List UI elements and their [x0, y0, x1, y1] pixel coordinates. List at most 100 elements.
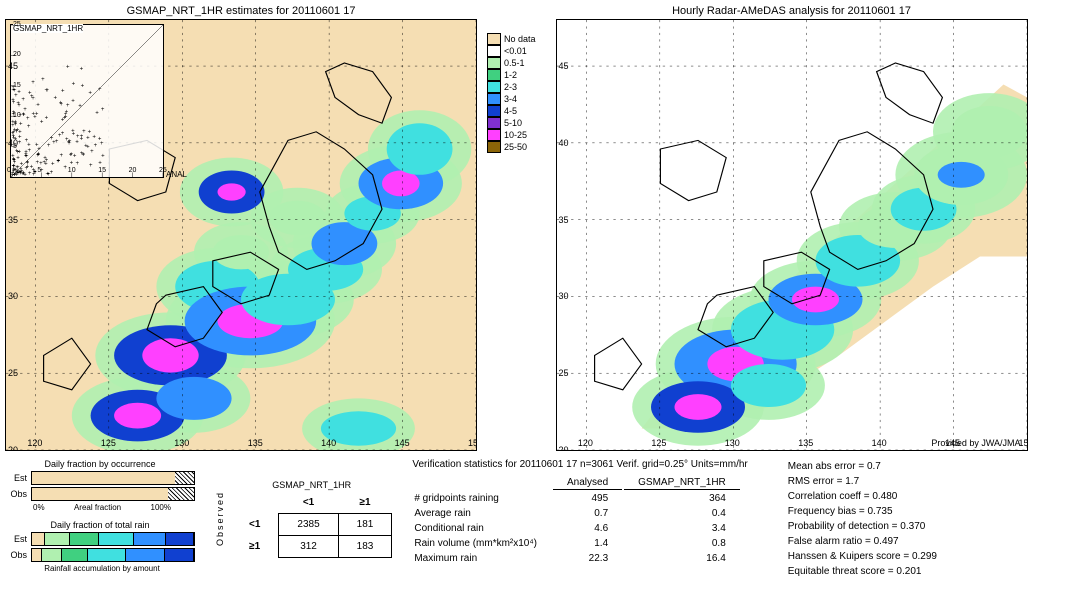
- inset-xtick: 5: [37, 167, 41, 174]
- svg-text:+: +: [45, 87, 49, 94]
- ct-c22: 183: [338, 536, 392, 558]
- svg-text:+: +: [80, 135, 84, 142]
- ytick-label: 45: [559, 61, 569, 71]
- occ-obs-label: Obs: [5, 489, 27, 499]
- xtick-label: 120: [27, 438, 42, 448]
- svg-text:+: +: [95, 109, 99, 116]
- rain-seg: [45, 533, 69, 545]
- legend-row: 0.5-1: [487, 57, 536, 69]
- legend-row: <0.01: [487, 45, 536, 57]
- inset-ytick: 15: [13, 82, 21, 89]
- svg-text:+: +: [12, 155, 16, 162]
- stat-a: 22.3: [553, 552, 622, 565]
- rain-est-bar: [31, 532, 195, 546]
- legend-label: 2-3: [504, 82, 517, 93]
- ytick-label: 25: [559, 368, 569, 378]
- svg-text:+: +: [69, 151, 73, 158]
- stat-label: Average rain: [414, 507, 551, 520]
- rain-est-label: Est: [5, 534, 27, 544]
- svg-text:+: +: [101, 106, 105, 113]
- svg-text:+: +: [88, 129, 92, 136]
- rain-obs-bar: [31, 548, 195, 562]
- svg-text:+: +: [76, 160, 80, 167]
- color-legend: No data<0.010.5-11-22-33-44-55-1010-2525…: [487, 33, 536, 451]
- occurrence-block: Daily fraction by occurrence Est Obs 0% …: [5, 459, 195, 512]
- ct-col2: ≥1: [338, 492, 392, 514]
- ct-c21: 312: [279, 536, 338, 558]
- svg-text:+: +: [56, 158, 60, 165]
- metric-row: Mean abs error = 0.7: [788, 459, 937, 474]
- right-map-svg: [557, 20, 1027, 450]
- xtick-label: 145: [945, 438, 960, 448]
- svg-text:+: +: [31, 79, 35, 86]
- legend-swatch: [487, 129, 501, 141]
- occ-est-label: Est: [5, 473, 27, 483]
- metric-row: Hanssen & Kuipers score = 0.299: [788, 549, 937, 564]
- stat-label: Conditional rain: [414, 522, 551, 535]
- svg-text:+: +: [73, 152, 77, 159]
- legend-label: 3-4: [504, 94, 517, 105]
- inset-xlabel: ANAL: [166, 170, 477, 451]
- svg-text:+: +: [78, 103, 82, 110]
- svg-text:+: +: [52, 139, 56, 146]
- scatter-inset: ++++++++++++++++++++++++++++++++++++++++…: [10, 24, 164, 178]
- metric-row: RMS error = 1.7: [788, 474, 937, 489]
- inset-ytick: 10: [13, 112, 21, 119]
- ytick-label: 20: [559, 445, 569, 451]
- svg-text:+: +: [23, 106, 27, 113]
- svg-text:+: +: [70, 159, 74, 166]
- svg-text:+: +: [47, 142, 51, 149]
- stat-b: 364: [624, 492, 740, 505]
- top-row: GSMAP_NRT_1HR estimates for 20110601 17 …: [5, 5, 1075, 451]
- stat-label: Maximum rain: [414, 552, 551, 565]
- svg-text:+: +: [63, 164, 67, 171]
- svg-text:+: +: [42, 159, 46, 166]
- svg-text:+: +: [94, 142, 98, 149]
- ct-side-label: Observed: [215, 491, 225, 546]
- legend-swatch: [487, 57, 501, 69]
- ytick-label: 40: [8, 138, 18, 148]
- metrics-list: Mean abs error = 0.7RMS error = 1.7Corre…: [788, 459, 937, 579]
- svg-text:+: +: [81, 83, 85, 90]
- svg-text:+: +: [71, 97, 75, 104]
- stat-b: 0.4: [624, 507, 740, 520]
- svg-text:+: +: [40, 119, 44, 126]
- legend-swatch: [487, 69, 501, 81]
- ytick-label: 35: [559, 215, 569, 225]
- stat-a: 4.6: [553, 522, 622, 535]
- svg-text:+: +: [72, 130, 76, 137]
- svg-text:+: +: [26, 115, 30, 122]
- inset-ytick: 25: [13, 21, 21, 28]
- svg-text:+: +: [41, 76, 45, 83]
- svg-text:+: +: [17, 148, 21, 155]
- stat-a: 495: [553, 492, 622, 505]
- svg-text:+: +: [16, 155, 20, 162]
- svg-text:+: +: [35, 111, 39, 118]
- right-map-box: Provided by JWA/JMA 12012513013514014515…: [556, 19, 1028, 451]
- contingency-wrap: Observed GSMAP_NRT_1HR <1≥1 <12385181 ≥1…: [215, 459, 392, 579]
- stat-b: 3.4: [624, 522, 740, 535]
- legend-row: 2-3: [487, 81, 536, 93]
- ct-c11: 2385: [279, 514, 338, 536]
- legend-swatch: [487, 81, 501, 93]
- left-map-box: ++++++++++++++++++++++++++++++++++++++++…: [5, 19, 477, 451]
- xtick-label: 150: [1019, 438, 1028, 448]
- bottom-row: Daily fraction by occurrence Est Obs 0% …: [5, 459, 1075, 579]
- metric-row: Frequency bias = 0.735: [788, 504, 937, 519]
- inset-xtick: 0: [7, 167, 11, 174]
- xtick-label: 130: [725, 438, 740, 448]
- ct-c12: 181: [338, 514, 392, 536]
- svg-text:+: +: [92, 134, 96, 141]
- ytick-label: 30: [559, 291, 569, 301]
- inset-title: GSMAP_NRT_1HR: [13, 24, 83, 33]
- svg-text:+: +: [16, 170, 20, 177]
- legend-row: 3-4: [487, 93, 536, 105]
- ytick-label: 40: [559, 138, 569, 148]
- ytick-label: 35: [8, 215, 18, 225]
- occ-axis-title: Areal fraction: [74, 503, 121, 512]
- stats-cola: Analysed: [553, 476, 622, 490]
- stats-block: Verification statistics for 20110601 17 …: [412, 459, 1075, 579]
- svg-text:+: +: [45, 114, 49, 121]
- svg-text:+: +: [98, 135, 102, 142]
- left-map-panel: GSMAP_NRT_1HR estimates for 20110601 17 …: [5, 5, 477, 451]
